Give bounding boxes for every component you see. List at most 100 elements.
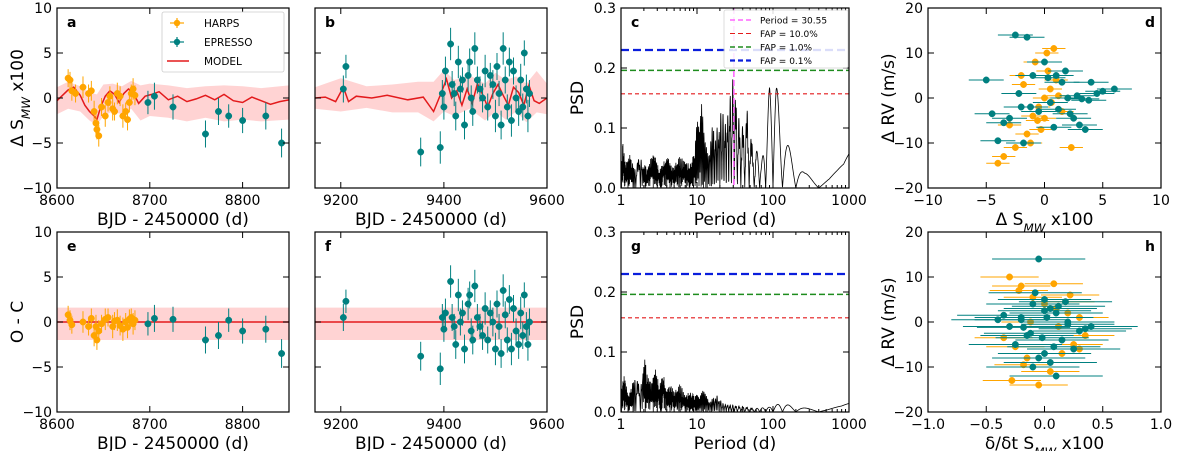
data-point [512, 327, 520, 335]
x-axis-label: Period (d) [694, 210, 776, 230]
data-point [491, 112, 499, 120]
x-axis-label: δ/δt SMW x100 [985, 434, 1104, 451]
data-point [1037, 126, 1045, 133]
data-point [1035, 354, 1043, 362]
data-point [486, 72, 494, 79]
data-point [1011, 144, 1019, 151]
panel-letter-b: b [325, 15, 335, 31]
data-point [1046, 99, 1054, 106]
data-point [1044, 74, 1052, 82]
data-point [1027, 329, 1034, 337]
data-point [988, 110, 996, 118]
y-tick-label: −10 [22, 181, 52, 197]
data-point [116, 92, 124, 100]
data-point [524, 341, 532, 348]
data-point [438, 90, 446, 97]
y-tick-label: 0.1 [594, 121, 616, 137]
data-point [440, 325, 448, 333]
y-tick-label: 10 [905, 270, 923, 286]
data-point [458, 309, 466, 317]
y-tick-label: 0 [914, 91, 923, 107]
data-point [87, 314, 95, 322]
data-point [452, 112, 460, 120]
data-point [461, 121, 468, 129]
data-point [169, 103, 177, 111]
data-point [95, 132, 103, 140]
data-point [342, 63, 350, 70]
data-point [505, 296, 513, 303]
data-point [202, 130, 209, 138]
data-point [1038, 334, 1046, 342]
y-tick-label: 5 [43, 270, 52, 286]
data-point [1023, 33, 1031, 41]
data-point [1070, 114, 1078, 122]
data-point [1041, 58, 1048, 66]
data-point [447, 278, 455, 285]
data-point [499, 45, 507, 52]
legend-marker-harps [173, 19, 181, 27]
data-point [1043, 49, 1051, 57]
data-point [106, 92, 114, 100]
data-point [1062, 67, 1069, 75]
y-tick-label: 0.2 [594, 61, 616, 77]
x-tick-label: 5 [1098, 193, 1107, 209]
y-tick-label: 20 [905, 1, 923, 17]
panel-letter-g: g [631, 239, 641, 255]
data-point [497, 350, 505, 357]
data-point [503, 103, 511, 111]
data-point [1064, 94, 1072, 102]
y-tick-label: 10 [34, 1, 52, 17]
y-axis-label: Δ RV (m/s) [879, 53, 899, 142]
data-point [1020, 139, 1027, 147]
y-tick-label: 0.0 [594, 405, 616, 421]
data-point [510, 67, 517, 75]
data-point [92, 119, 100, 127]
data-point [436, 365, 444, 373]
data-point [491, 345, 499, 353]
y-tick-label: 5 [43, 46, 52, 62]
data-point [1081, 325, 1089, 333]
x-axis-label: Δ SMW x100 [996, 210, 1094, 235]
data-point [526, 318, 533, 326]
data-point [104, 314, 112, 321]
panel-letter-d: d [1145, 15, 1155, 31]
data-point [1078, 95, 1086, 103]
x-tick-label: 1.0 [1150, 417, 1172, 433]
data-point [447, 40, 455, 48]
data-point [1052, 372, 1060, 380]
data-point [495, 90, 503, 97]
legend-label: EPRESSO [204, 37, 253, 49]
data-point [495, 323, 503, 330]
data-point [461, 345, 468, 353]
plot-area-f [315, 265, 547, 385]
data-point [515, 341, 523, 348]
data-point [524, 112, 532, 120]
panel-c: 1 10 100 1000 0.0 0.1 0.2 0.3 Period (d) PSD c Peri… [568, 1, 867, 230]
data-point [499, 287, 507, 294]
data-point [225, 316, 233, 324]
data-point [450, 90, 458, 97]
x-tick-label: −0.5 [969, 417, 1003, 433]
data-point [1066, 110, 1074, 118]
data-point [79, 318, 87, 326]
data-point [1055, 302, 1062, 310]
x-tick-label: 8800 [225, 417, 261, 433]
legend-marker-espresso [173, 38, 181, 46]
data-point [1058, 336, 1066, 344]
data-point [239, 327, 247, 335]
data-point [520, 291, 528, 299]
data-point [262, 112, 270, 120]
legend-box [723, 9, 849, 69]
x-axis-label: BJD - 2450000 (d) [97, 210, 249, 230]
y-axis-label: Δ SMW x100 [8, 49, 33, 147]
data-point [440, 103, 448, 111]
x-tick-label: 9600 [529, 417, 565, 433]
data-point [1000, 119, 1008, 127]
data-point [1020, 323, 1027, 331]
model-line [315, 76, 547, 114]
x-tick-label: 1000 [831, 193, 867, 209]
data-point [464, 300, 472, 308]
data-point [489, 318, 497, 326]
data-point [225, 112, 233, 120]
